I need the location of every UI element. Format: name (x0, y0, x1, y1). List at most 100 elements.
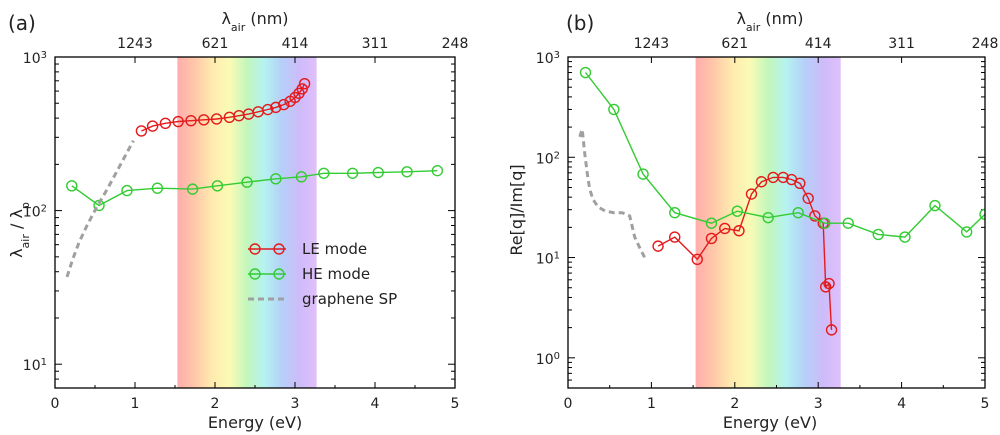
b-top-tick-label: 1243 (634, 36, 670, 52)
a-y-tick-label: 102 (23, 203, 47, 221)
panel-b-tick-labels: 0 1 2 3 4 5 1243 621 414 311 248 100 101 102 103 (536, 36, 999, 412)
a-series-he-point (66, 180, 78, 192)
a-series-le-point (135, 125, 148, 137)
b-series-he-line (584, 72, 985, 238)
panel-a-tick-labels: 0 1 2 3 4 5 1243 621 414 311 248 101 102 103 (23, 36, 469, 412)
panel-a-x-axis-title: Energy (eV) (208, 413, 302, 432)
legend-he-marker (249, 268, 261, 280)
legend-le-marker (249, 243, 261, 255)
b-series-le-point (652, 240, 664, 252)
a-series-le-point (270, 101, 282, 114)
panel-b-series (578, 66, 985, 336)
b-x-tick-label: 3 (814, 396, 823, 412)
b-top-tick-label: 248 (972, 36, 999, 52)
b-series-le-point (802, 192, 814, 204)
a-series-le-point (262, 103, 274, 116)
b-series-le-point (820, 281, 832, 293)
a-series-he-point (346, 167, 359, 179)
b-y-tick-label: 100 (536, 350, 560, 368)
a-top-tick-label: 414 (282, 36, 309, 52)
a-series-he-point (372, 166, 384, 179)
legend-entry-le: LE mode (248, 240, 367, 258)
legend-he-label: HE mode (302, 265, 370, 283)
panel-a-visible-spectrum-band (177, 57, 317, 388)
a-series-he-point (431, 164, 444, 177)
b-series-he-point (929, 199, 941, 212)
panel-b-plot-frame (567, 56, 986, 389)
b-series-he-point (792, 207, 804, 219)
a-series-le-point (172, 115, 184, 128)
a-y-tick-label: 101 (23, 357, 47, 375)
b-x-tick-label: 4 (897, 396, 906, 412)
a-series-le-point (278, 98, 290, 111)
a-top-tick-label: 248 (442, 36, 469, 52)
b-series-le-point (745, 188, 758, 200)
b-series-le-point (794, 177, 806, 190)
a-series-he-point (186, 183, 199, 195)
legend-le-marker (273, 243, 285, 255)
b-x-tick-label: 5 (981, 396, 990, 412)
b-series-sp-line (578, 128, 647, 260)
b-series-he-point (979, 208, 985, 220)
panel-b-label: (b) (566, 11, 594, 35)
legend-le-label: LE mode (302, 240, 367, 258)
b-series-le-point (733, 225, 745, 237)
a-top-tick-label: 621 (202, 36, 229, 52)
panel-a-top-axis-title: λair (nm) (221, 9, 288, 34)
a-x-tick-label: 4 (371, 396, 380, 412)
b-y-tick-label: 103 (536, 50, 560, 68)
b-series-le-point (825, 324, 838, 336)
panel-a: 0 1 2 3 4 5 1243 621 414 311 248 101 102 103 (a) λair… (7, 9, 468, 432)
b-series-le-point (823, 277, 835, 290)
a-series-he-point (151, 182, 164, 194)
legend-he-marker (273, 268, 285, 280)
legend-sp-label: graphene SP (302, 290, 397, 308)
b-series-he-point (960, 226, 973, 238)
a-series-le-point (146, 120, 159, 132)
b-series-he-point (819, 217, 831, 229)
b-series-he-point (731, 205, 744, 217)
b-top-tick-label: 414 (805, 36, 832, 52)
b-series-he-point (762, 211, 774, 224)
a-x-tick-label: 5 (451, 396, 460, 412)
a-series-le-point (296, 83, 308, 95)
a-series-le-point (298, 78, 311, 90)
a-series-le-point (198, 114, 210, 126)
panel-b: 0 1 2 3 4 5 1243 621 414 311 248 100 101 102 103 (b) λ… (507, 9, 998, 432)
a-series-le-line (141, 83, 306, 132)
a-series-he-point (295, 171, 308, 183)
panel-b-top-axis-title: λair (nm) (736, 9, 803, 34)
a-series-he-point (241, 176, 253, 188)
legend-entry-sp: graphene SP (248, 290, 397, 308)
a-x-tick-label: 2 (211, 396, 220, 412)
panel-a-y-axis-title: λair / λp (7, 202, 32, 258)
b-series-he-point (669, 207, 681, 219)
b-series-le-point (777, 171, 789, 184)
b-series-le-point (669, 231, 681, 243)
panel-a-label: (a) (8, 11, 36, 35)
b-series-le-point (755, 176, 768, 188)
a-y-tick-label: 103 (23, 50, 47, 68)
b-series-he-point (608, 103, 620, 116)
b-top-tick-label: 621 (721, 36, 748, 52)
legend: LE mode HE mode graphene SP (248, 240, 397, 308)
b-series-le-point (719, 222, 731, 235)
a-series-le-point (289, 91, 301, 104)
a-series-le-point (185, 114, 197, 127)
b-series-he-point (842, 217, 854, 229)
a-x-tick-label: 1 (131, 396, 140, 412)
b-top-tick-label: 311 (888, 36, 915, 52)
b-series-he-point (637, 168, 649, 180)
b-series-he-point (705, 217, 718, 229)
a-series-he-point (401, 166, 413, 178)
a-series-he-point (121, 184, 133, 197)
b-x-tick-label: 2 (730, 396, 739, 412)
a-series-he-point (318, 167, 330, 179)
b-y-tick-label: 101 (536, 250, 560, 268)
b-series-le-point (705, 232, 718, 245)
b-series-le-point (809, 210, 821, 222)
panel-a-series (65, 78, 444, 278)
a-series-he-point (270, 173, 282, 185)
a-x-tick-label: 0 (51, 396, 60, 412)
